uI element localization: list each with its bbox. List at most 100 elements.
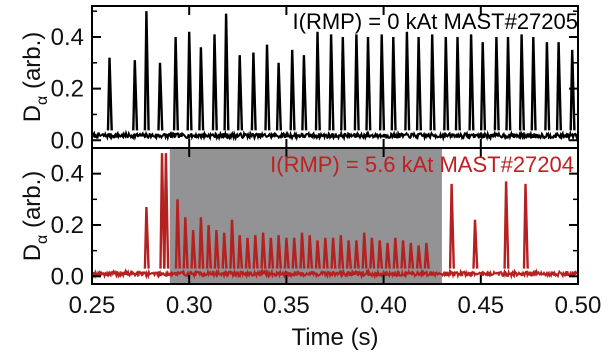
top-ytick-label: 0.2 xyxy=(51,76,84,103)
bottom-elm-spike xyxy=(415,245,422,269)
bottom-elm-spike xyxy=(268,237,275,269)
top-y-axis-label: Dα (arb.) xyxy=(19,32,51,123)
top-elm-spike xyxy=(505,36,512,131)
bottom-elm-spike xyxy=(522,183,529,269)
top-elm-spike xyxy=(223,13,230,131)
top-elm-spike xyxy=(186,31,193,131)
top-elm-spike xyxy=(379,34,386,131)
bottom-y-axis-label: Dα (arb.) xyxy=(19,171,51,262)
top-ytick-label: 0.4 xyxy=(51,24,84,51)
top-elm-spike xyxy=(211,34,218,131)
top-baseline-trace xyxy=(91,129,579,142)
bottom-elm-spike xyxy=(159,153,166,269)
top-elm-spike xyxy=(250,52,257,131)
top-elm-spike xyxy=(480,42,487,131)
bottom-elm-spike xyxy=(361,232,368,269)
xtick-label: 0.35 xyxy=(263,292,310,319)
top-series-group xyxy=(91,6,579,148)
top-elm-spike xyxy=(468,34,475,131)
bottom-ylabel-main: D xyxy=(19,244,46,261)
bottom-elm-spike xyxy=(369,237,376,269)
bottom-ytick-label: 0.0 xyxy=(51,263,84,290)
xtick-label: 0.45 xyxy=(457,292,504,319)
bottom-elm-spike xyxy=(338,235,345,269)
bottom-elm-spike xyxy=(503,181,510,269)
xtick-label: 0.40 xyxy=(360,292,407,319)
bottom-ytick-label: 0.2 xyxy=(51,212,84,239)
xtick-label: 0.50 xyxy=(555,292,602,319)
bottom-elm-spike xyxy=(353,240,360,269)
bottom-x-ticks: 0.25 0.30 0.35 0.40 0.45 0.50 xyxy=(69,148,602,319)
bottom-elm-spike xyxy=(213,230,220,269)
bottom-elm-spike xyxy=(221,232,228,269)
top-elm-spike xyxy=(454,36,461,131)
top-elm-spike xyxy=(390,36,397,131)
bottom-elm-spike xyxy=(275,235,282,269)
bottom-ytick-label: 0.4 xyxy=(51,161,84,188)
bottom-plot-frame xyxy=(91,147,579,285)
top-elm-spike xyxy=(172,36,179,131)
bottom-elm-spike xyxy=(205,224,212,269)
bottom-elm-spike xyxy=(472,219,479,269)
bottom-annotation: I(RMP) = 5.6 kAt MAST#27204 xyxy=(270,152,574,177)
top-elm-spike xyxy=(264,44,271,131)
top-panel: 0.0 0.2 0.4 I(RMP) = 0 kAt MAST#27205 Dα (… xyxy=(19,5,579,154)
bottom-elm-spike xyxy=(377,240,384,269)
top-elm-spike xyxy=(518,34,525,131)
top-elm-spike xyxy=(328,34,335,131)
bottom-elm-spike xyxy=(322,237,329,269)
bottom-elm-spike xyxy=(229,219,236,269)
top-ylabel-tail: (arb.) xyxy=(19,32,46,96)
bottom-elm-spike xyxy=(314,240,321,269)
top-elm-spike xyxy=(275,62,282,131)
bottom-elm-spike xyxy=(163,153,170,269)
top-elm-spike xyxy=(530,36,537,131)
bottom-elm-spike xyxy=(260,232,267,269)
bottom-elm-spike xyxy=(283,237,290,269)
bottom-elm-spike xyxy=(345,240,352,269)
top-elm-spike xyxy=(353,34,360,131)
top-elm-spike xyxy=(289,49,296,131)
bottom-elm-spike xyxy=(448,183,455,269)
bottom-elm-spike xyxy=(330,237,337,269)
top-elm-spike xyxy=(132,60,139,131)
bottom-y-ticks: 0.0 0.2 0.4 xyxy=(51,161,578,290)
top-elm-spike xyxy=(314,31,321,131)
bottom-elm-spike xyxy=(237,235,244,269)
top-y-ticks: 0.0 0.2 0.4 xyxy=(51,10,578,154)
top-ylabel-sub: α xyxy=(34,96,51,105)
bottom-baseline-trace xyxy=(91,267,579,280)
top-elm-spike xyxy=(365,36,372,131)
bottom-elm-spike xyxy=(423,242,430,269)
top-elm-spike xyxy=(443,36,450,131)
top-elm-spike xyxy=(106,57,113,131)
top-annotation: I(RMP) = 0 kAt MAST#27205 xyxy=(293,9,579,34)
bottom-elm-spike xyxy=(244,237,251,269)
top-elm-spike xyxy=(404,31,411,131)
bottom-elm-spike xyxy=(291,237,298,269)
bottom-elm-spike xyxy=(408,242,415,269)
bottom-elm-spike xyxy=(392,237,399,269)
top-elm-spike xyxy=(493,36,500,131)
top-elm-spike xyxy=(301,55,308,131)
top-ylabel-main: D xyxy=(19,105,46,122)
xtick-label: 0.30 xyxy=(166,292,213,319)
bottom-elm-spike xyxy=(252,235,259,269)
top-elm-spike xyxy=(415,36,422,131)
bottom-panel: 0.0 0.2 0.4 0.25 0.30 0.35 0.40 0.45 0.50 I(RMP… xyxy=(19,147,602,351)
top-elm-spike xyxy=(555,42,562,131)
top-elm-spike xyxy=(157,62,164,131)
top-elm-spike xyxy=(143,11,150,131)
bottom-ylabel-sub: α xyxy=(34,235,51,244)
bottom-series-group xyxy=(91,153,579,280)
bottom-elm-spike xyxy=(190,230,197,269)
bottom-elm-spike xyxy=(400,240,407,269)
top-ytick-label: 0.0 xyxy=(51,127,84,154)
top-elm-spike xyxy=(237,55,244,131)
top-elm-spike xyxy=(569,49,576,131)
bottom-elm-spike xyxy=(299,232,306,269)
xtick-label: 0.25 xyxy=(69,292,116,319)
bottom-ylabel-tail: (arb.) xyxy=(19,171,46,235)
bottom-elm-spike xyxy=(307,235,314,269)
